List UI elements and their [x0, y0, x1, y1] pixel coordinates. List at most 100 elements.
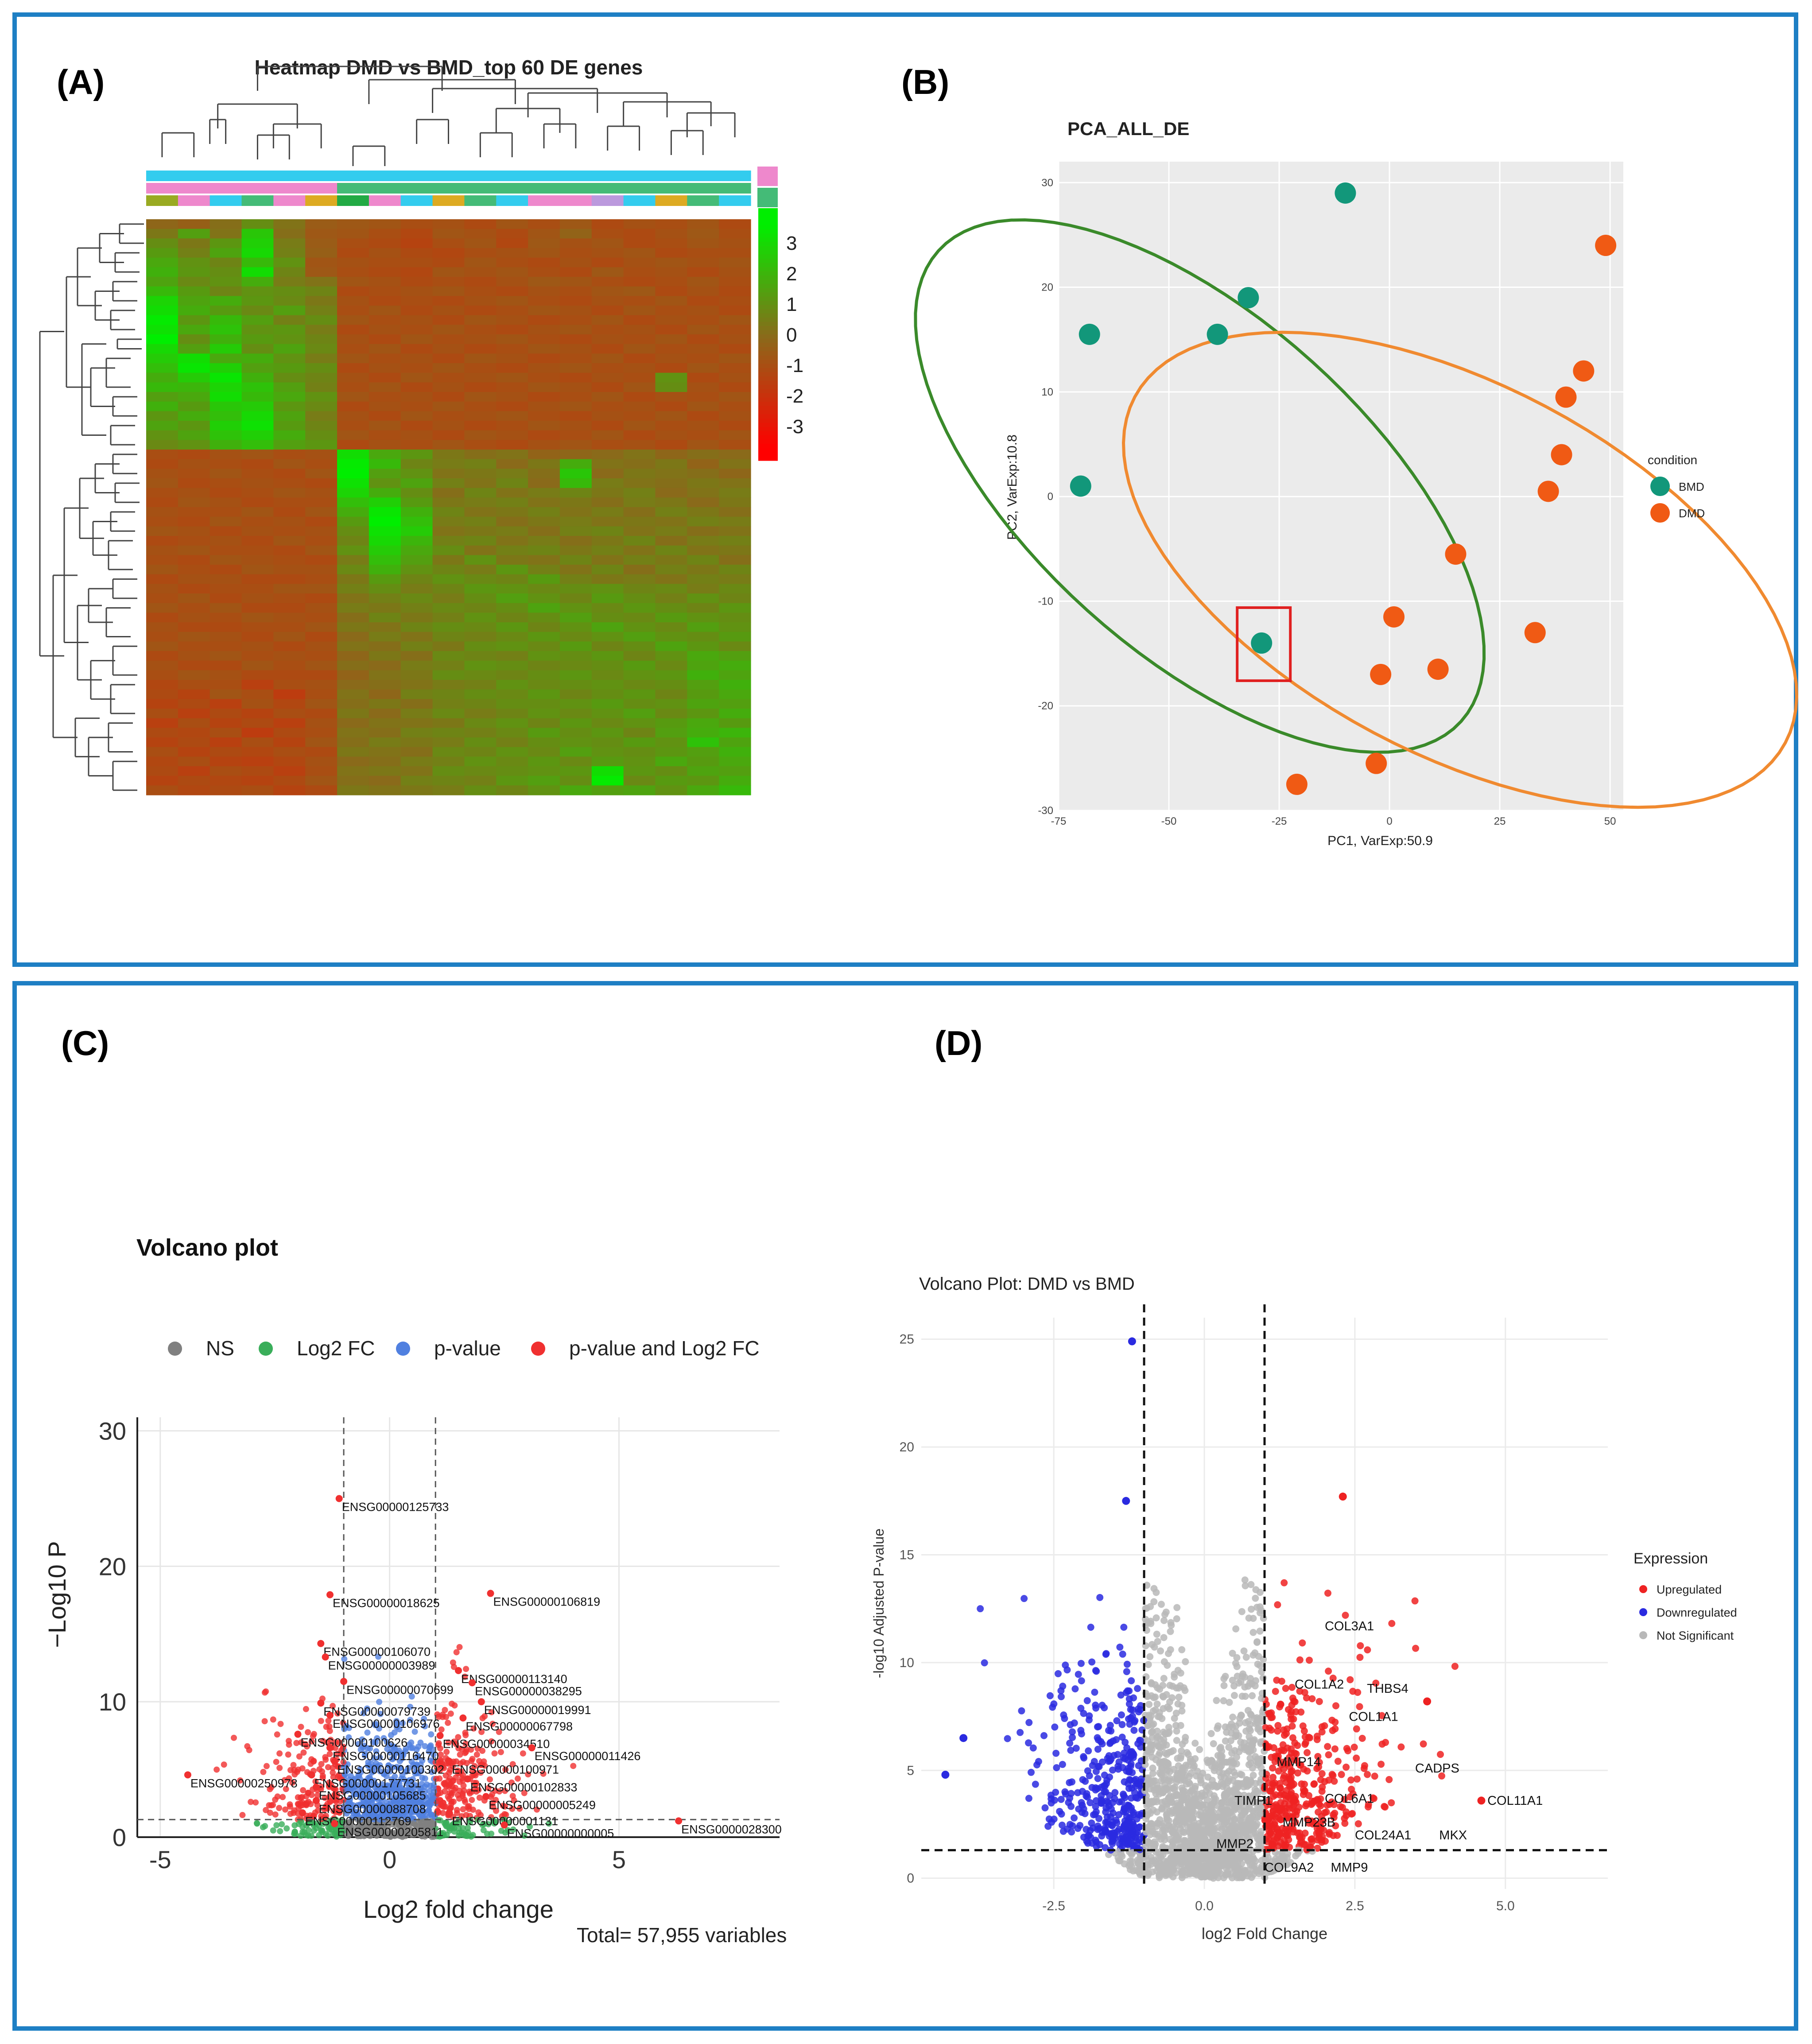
volcano-d-point	[1120, 1792, 1128, 1800]
heatmap-cell	[210, 229, 242, 239]
heatmap-cell	[528, 372, 560, 383]
heatmap-cell	[687, 257, 719, 268]
heatmap-cell	[337, 286, 369, 296]
volcano-d-point	[1123, 1831, 1131, 1839]
heatmap-cell	[369, 440, 401, 450]
heatmap-cell	[464, 306, 497, 316]
heatmap-cell	[273, 401, 306, 411]
heatmap-cell	[687, 421, 719, 431]
heatmap-cell	[210, 238, 242, 248]
heatmap-cell	[687, 334, 719, 345]
volcano-d-point	[1354, 1820, 1362, 1827]
heatmap-cell	[369, 411, 401, 421]
volcano-d-point	[1282, 1685, 1289, 1692]
heatmap-cell	[305, 421, 338, 431]
volcano-d-point	[1102, 1804, 1110, 1812]
heatmap-cell	[528, 411, 560, 421]
heatmap-cell	[687, 401, 719, 411]
volcano-d-point	[1053, 1764, 1060, 1772]
heatmap-cell	[528, 238, 560, 248]
volcano-d-point	[1145, 1661, 1152, 1668]
heatmap-cell	[591, 430, 624, 440]
heatmap-cell	[719, 257, 751, 268]
heatmap-cell	[178, 219, 210, 229]
heatmap-cell	[655, 238, 687, 248]
heatmap-cell	[464, 334, 497, 345]
volcano-d-point	[1301, 1780, 1308, 1788]
heatmap-cell	[400, 334, 433, 345]
heatmap-cell	[432, 286, 465, 296]
volcano-d-y-axis-label: -log10 Adjusted P-value	[871, 1528, 887, 1678]
heatmap-cell	[655, 344, 687, 354]
volcano-d-point	[1025, 1795, 1032, 1802]
panel-label-c: (C)	[61, 1024, 109, 1063]
heatmap-cell	[337, 372, 369, 383]
heatmap-cell	[559, 440, 592, 450]
volcano-d-point	[1269, 1764, 1277, 1772]
heatmap-cell	[559, 334, 592, 345]
volcano-d-point	[1301, 1741, 1309, 1748]
heatmap-cell	[591, 344, 624, 354]
volcano-d-point	[1411, 1597, 1419, 1605]
heatmap-cell	[146, 382, 178, 392]
heatmap-cell	[369, 401, 401, 411]
heatmap-cell	[400, 315, 433, 325]
heatmap-cell	[655, 372, 687, 383]
volcano-d-point	[1173, 1615, 1180, 1623]
heatmap-cell	[400, 219, 433, 229]
heatmap-cell	[464, 430, 497, 440]
heatmap-cell	[719, 440, 751, 450]
volcano-d-point	[1067, 1803, 1075, 1810]
heatmap-cell	[655, 353, 687, 364]
volcano-d-point	[1280, 1579, 1288, 1586]
volcano-d-point	[1220, 1682, 1228, 1689]
heatmap-cell	[719, 401, 751, 411]
heatmap-cell	[337, 296, 369, 306]
volcano-d-point	[1094, 1775, 1102, 1782]
volcano-d-point	[1227, 1730, 1235, 1737]
heatmap-cell	[655, 382, 687, 392]
heatmap-cell	[178, 306, 210, 316]
heatmap-cell	[719, 363, 751, 373]
volcano-d-point	[1157, 1835, 1164, 1843]
heatmap-cell	[591, 306, 624, 316]
heatmap-cell	[178, 248, 210, 258]
heatmap-cell	[178, 450, 210, 460]
heatmap-cell	[655, 219, 687, 229]
heatmap-cell	[305, 315, 338, 325]
heatmap-cell	[273, 325, 306, 335]
volcano-d-point	[1172, 1792, 1180, 1800]
heatmap-cell	[178, 440, 210, 450]
volcano-d-point	[1148, 1854, 1155, 1861]
heatmap-cell	[655, 421, 687, 431]
volcano-d-point	[1233, 1753, 1240, 1761]
volcano-d-point	[1315, 1698, 1323, 1705]
heatmap-cell	[241, 229, 274, 239]
heatmap-cell	[210, 372, 242, 383]
volcano-d-point	[1388, 1799, 1395, 1807]
volcano-d-y-tick-label: 25	[900, 1332, 914, 1347]
heatmap-cell	[146, 344, 178, 354]
heatmap-cell	[591, 392, 624, 402]
volcano-d-point	[1356, 1703, 1363, 1710]
volcano-d-point	[1123, 1660, 1131, 1668]
heatmap-cell	[400, 248, 433, 258]
heatmap-cell	[528, 334, 560, 345]
volcano-d-point	[1107, 1727, 1115, 1735]
heatmap-cell	[400, 430, 433, 440]
volcano-d-point	[1145, 1619, 1152, 1626]
heatmap-cell	[719, 334, 751, 345]
heatmap-cell	[337, 440, 369, 450]
volcano-d-point	[1175, 1762, 1182, 1769]
volcano-d-point	[1159, 1789, 1167, 1796]
heatmap-cell	[432, 229, 465, 239]
heatmap-cell	[496, 229, 528, 239]
volcano-d-point	[1129, 1712, 1136, 1720]
heatmap-cell	[464, 344, 497, 354]
volcano-d-point	[1381, 1803, 1388, 1810]
volcano-d-point	[1083, 1826, 1090, 1833]
heatmap-cell	[464, 421, 497, 431]
heatmap-cell	[146, 392, 178, 402]
heatmap-cell	[241, 248, 274, 258]
heatmap-cell	[369, 363, 401, 373]
